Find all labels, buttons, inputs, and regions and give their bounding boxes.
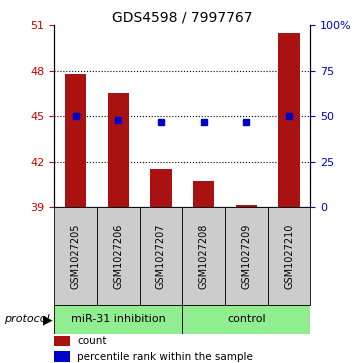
Text: GSM1027209: GSM1027209 — [242, 223, 251, 289]
Bar — [193, 181, 214, 207]
FancyBboxPatch shape — [54, 305, 182, 334]
Text: ▶: ▶ — [43, 313, 53, 326]
Text: control: control — [227, 314, 266, 325]
Text: GSM1027206: GSM1027206 — [113, 223, 123, 289]
FancyBboxPatch shape — [182, 207, 225, 305]
FancyBboxPatch shape — [268, 207, 310, 305]
Bar — [54, 336, 70, 346]
Text: GSM1027205: GSM1027205 — [70, 223, 81, 289]
FancyBboxPatch shape — [54, 207, 97, 305]
Bar — [278, 33, 300, 207]
FancyBboxPatch shape — [140, 207, 182, 305]
Bar — [65, 74, 86, 207]
FancyBboxPatch shape — [97, 207, 140, 305]
Text: protocol: protocol — [4, 314, 49, 325]
Text: percentile rank within the sample: percentile rank within the sample — [77, 352, 253, 362]
Text: miR-31 inhibition: miR-31 inhibition — [71, 314, 166, 325]
Title: GDS4598 / 7997767: GDS4598 / 7997767 — [112, 10, 253, 24]
Text: count: count — [77, 336, 107, 346]
Text: GSM1027208: GSM1027208 — [199, 223, 209, 289]
Text: GSM1027210: GSM1027210 — [284, 223, 294, 289]
Bar — [54, 351, 70, 362]
Bar — [108, 94, 129, 207]
FancyBboxPatch shape — [182, 305, 310, 334]
FancyBboxPatch shape — [225, 207, 268, 305]
Bar — [236, 205, 257, 207]
Bar — [150, 169, 171, 207]
Text: GSM1027207: GSM1027207 — [156, 223, 166, 289]
